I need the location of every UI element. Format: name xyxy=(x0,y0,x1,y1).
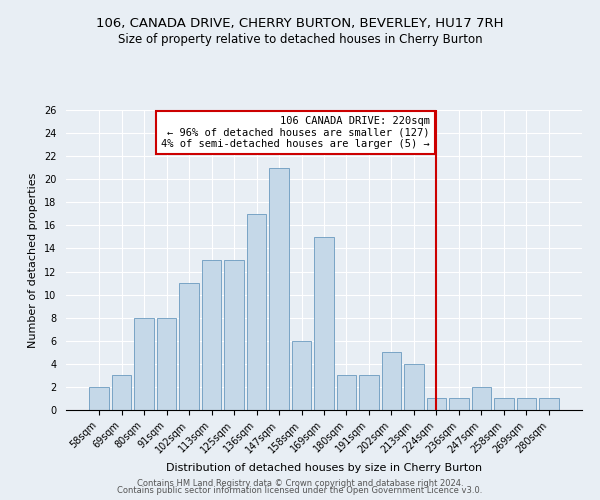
Bar xyxy=(359,376,379,410)
Text: 106, CANADA DRIVE, CHERRY BURTON, BEVERLEY, HU17 7RH: 106, CANADA DRIVE, CHERRY BURTON, BEVERL… xyxy=(96,18,504,30)
Bar xyxy=(494,398,514,410)
X-axis label: Distribution of detached houses by size in Cherry Burton: Distribution of detached houses by size … xyxy=(166,463,482,473)
Text: Size of property relative to detached houses in Cherry Burton: Size of property relative to detached ho… xyxy=(118,32,482,46)
Bar xyxy=(224,260,244,410)
Bar xyxy=(539,398,559,410)
Bar xyxy=(337,376,356,410)
Bar xyxy=(314,237,334,410)
Bar xyxy=(382,352,401,410)
Bar xyxy=(202,260,221,410)
Y-axis label: Number of detached properties: Number of detached properties xyxy=(28,172,38,348)
Bar xyxy=(89,387,109,410)
Text: Contains public sector information licensed under the Open Government Licence v3: Contains public sector information licen… xyxy=(118,486,482,495)
Bar xyxy=(472,387,491,410)
Text: Contains HM Land Registry data © Crown copyright and database right 2024.: Contains HM Land Registry data © Crown c… xyxy=(137,478,463,488)
Bar xyxy=(449,398,469,410)
Text: 106 CANADA DRIVE: 220sqm
← 96% of detached houses are smaller (127)
4% of semi-d: 106 CANADA DRIVE: 220sqm ← 96% of detach… xyxy=(161,116,430,149)
Bar xyxy=(517,398,536,410)
Bar xyxy=(112,376,131,410)
Bar xyxy=(404,364,424,410)
Bar xyxy=(134,318,154,410)
Bar xyxy=(247,214,266,410)
Bar xyxy=(269,168,289,410)
Bar xyxy=(179,283,199,410)
Bar xyxy=(157,318,176,410)
Bar xyxy=(427,398,446,410)
Bar xyxy=(292,341,311,410)
